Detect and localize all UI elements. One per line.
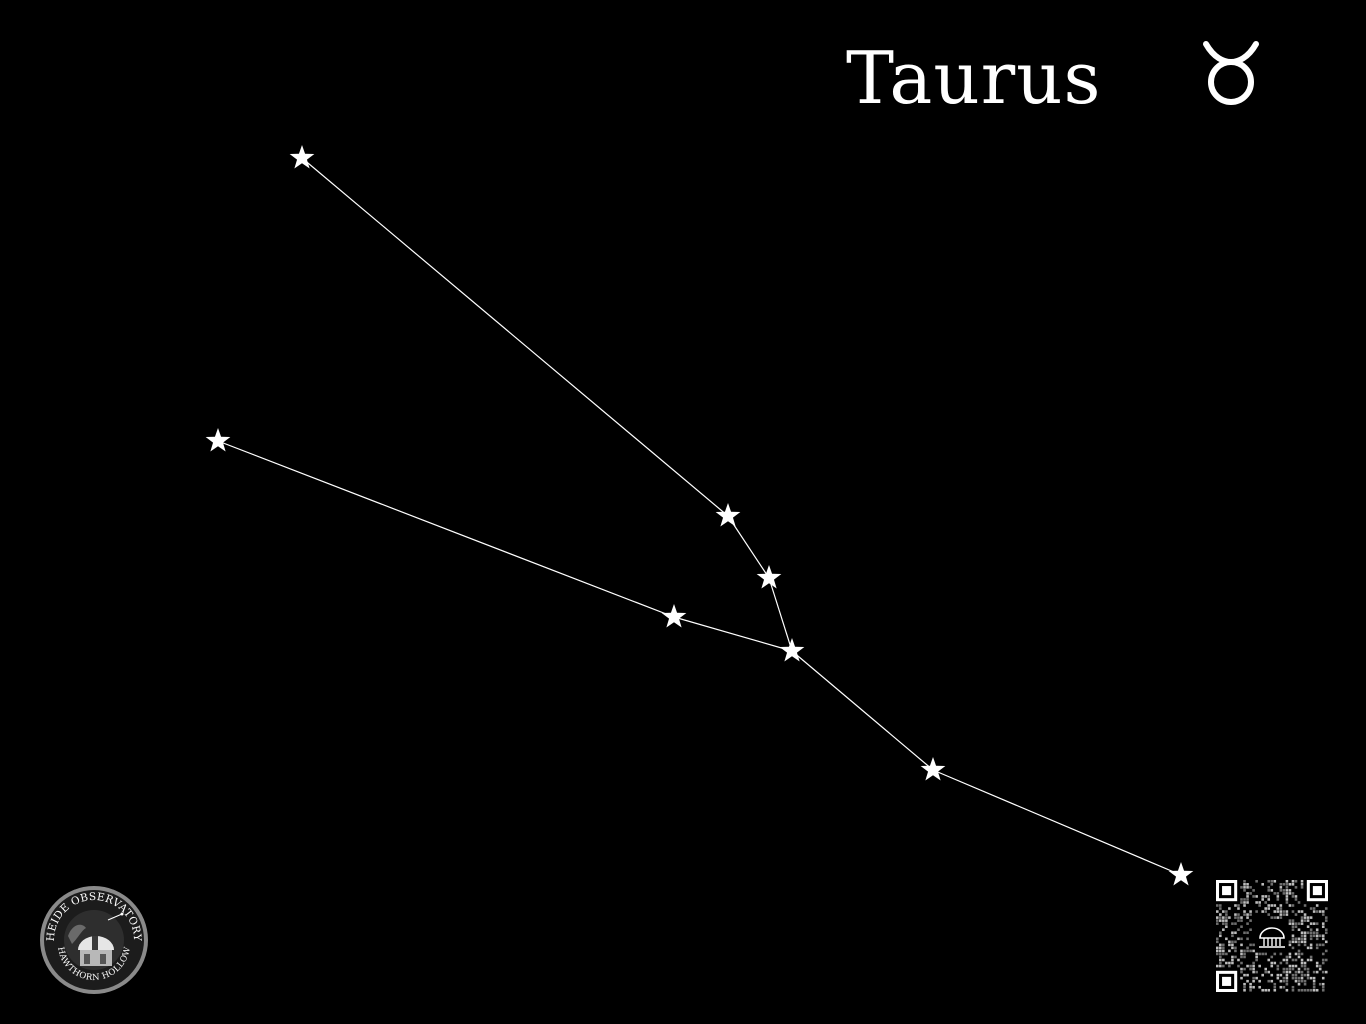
star-icon [715, 503, 741, 527]
star-icon [289, 145, 315, 169]
star-icon [920, 757, 946, 781]
constellation-stars [205, 145, 1194, 886]
qr-code-icon [1216, 880, 1328, 992]
page-title: Taurus [846, 36, 1102, 120]
constellation-lines [217, 157, 1182, 876]
constellation-line [217, 440, 675, 618]
observatory-seal-icon: HEIDE OBSERVATORY HAWTHORN HOLLOW [40, 886, 148, 994]
constellation-line [768, 577, 793, 652]
constellation-line [727, 515, 770, 579]
constellation-line [932, 769, 1182, 876]
star-icon [661, 604, 687, 628]
star-icon [779, 638, 805, 662]
constellation-line [791, 650, 934, 771]
constellation-line [301, 157, 729, 517]
taurus-symbol-icon [1203, 41, 1259, 105]
star-icon [1168, 862, 1194, 886]
star-icon [756, 565, 782, 589]
star-icon [205, 428, 231, 452]
constellation-line [673, 616, 793, 652]
